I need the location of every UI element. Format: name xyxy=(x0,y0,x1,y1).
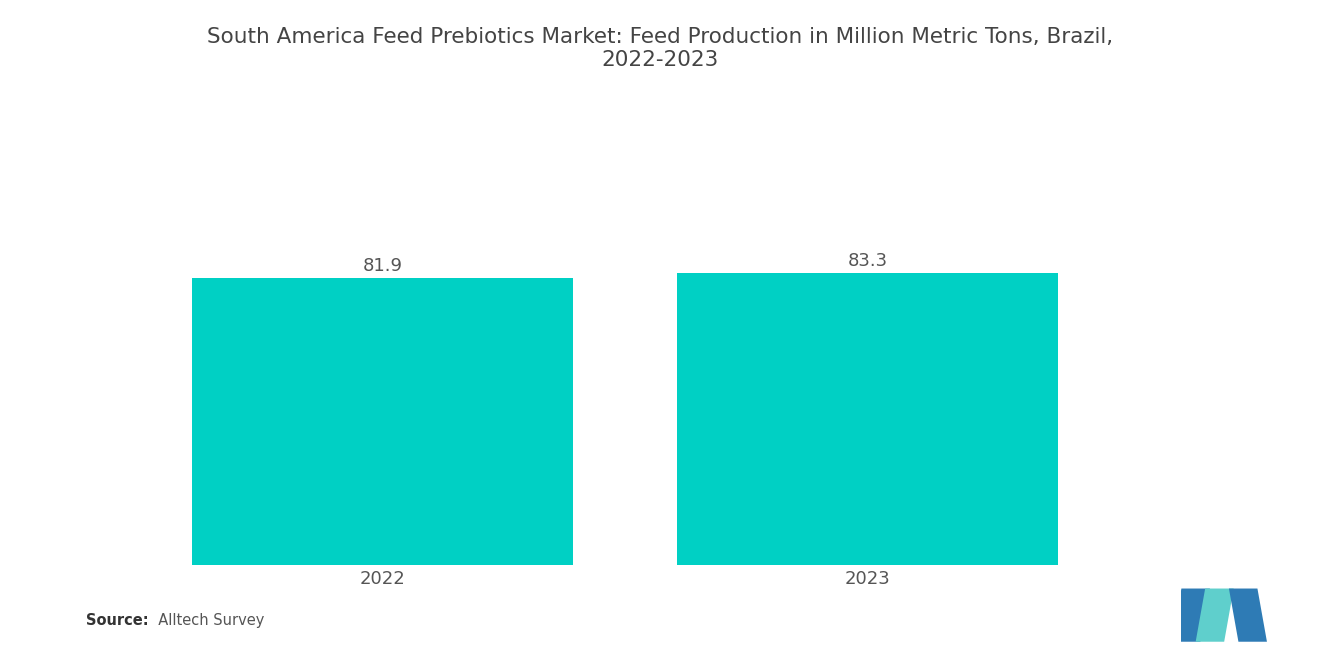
Text: South America Feed Prebiotics Market: Feed Production in Million Metric Tons, Br: South America Feed Prebiotics Market: Fe… xyxy=(207,27,1113,70)
Polygon shape xyxy=(1229,589,1267,642)
Text: Alltech Survey: Alltech Survey xyxy=(149,613,264,628)
Polygon shape xyxy=(1196,589,1234,642)
Text: 83.3: 83.3 xyxy=(847,252,888,271)
Bar xyxy=(193,278,573,565)
Text: Source:: Source: xyxy=(86,613,148,628)
Text: 81.9: 81.9 xyxy=(363,257,403,275)
Bar xyxy=(677,273,1059,565)
Polygon shape xyxy=(1172,589,1210,642)
